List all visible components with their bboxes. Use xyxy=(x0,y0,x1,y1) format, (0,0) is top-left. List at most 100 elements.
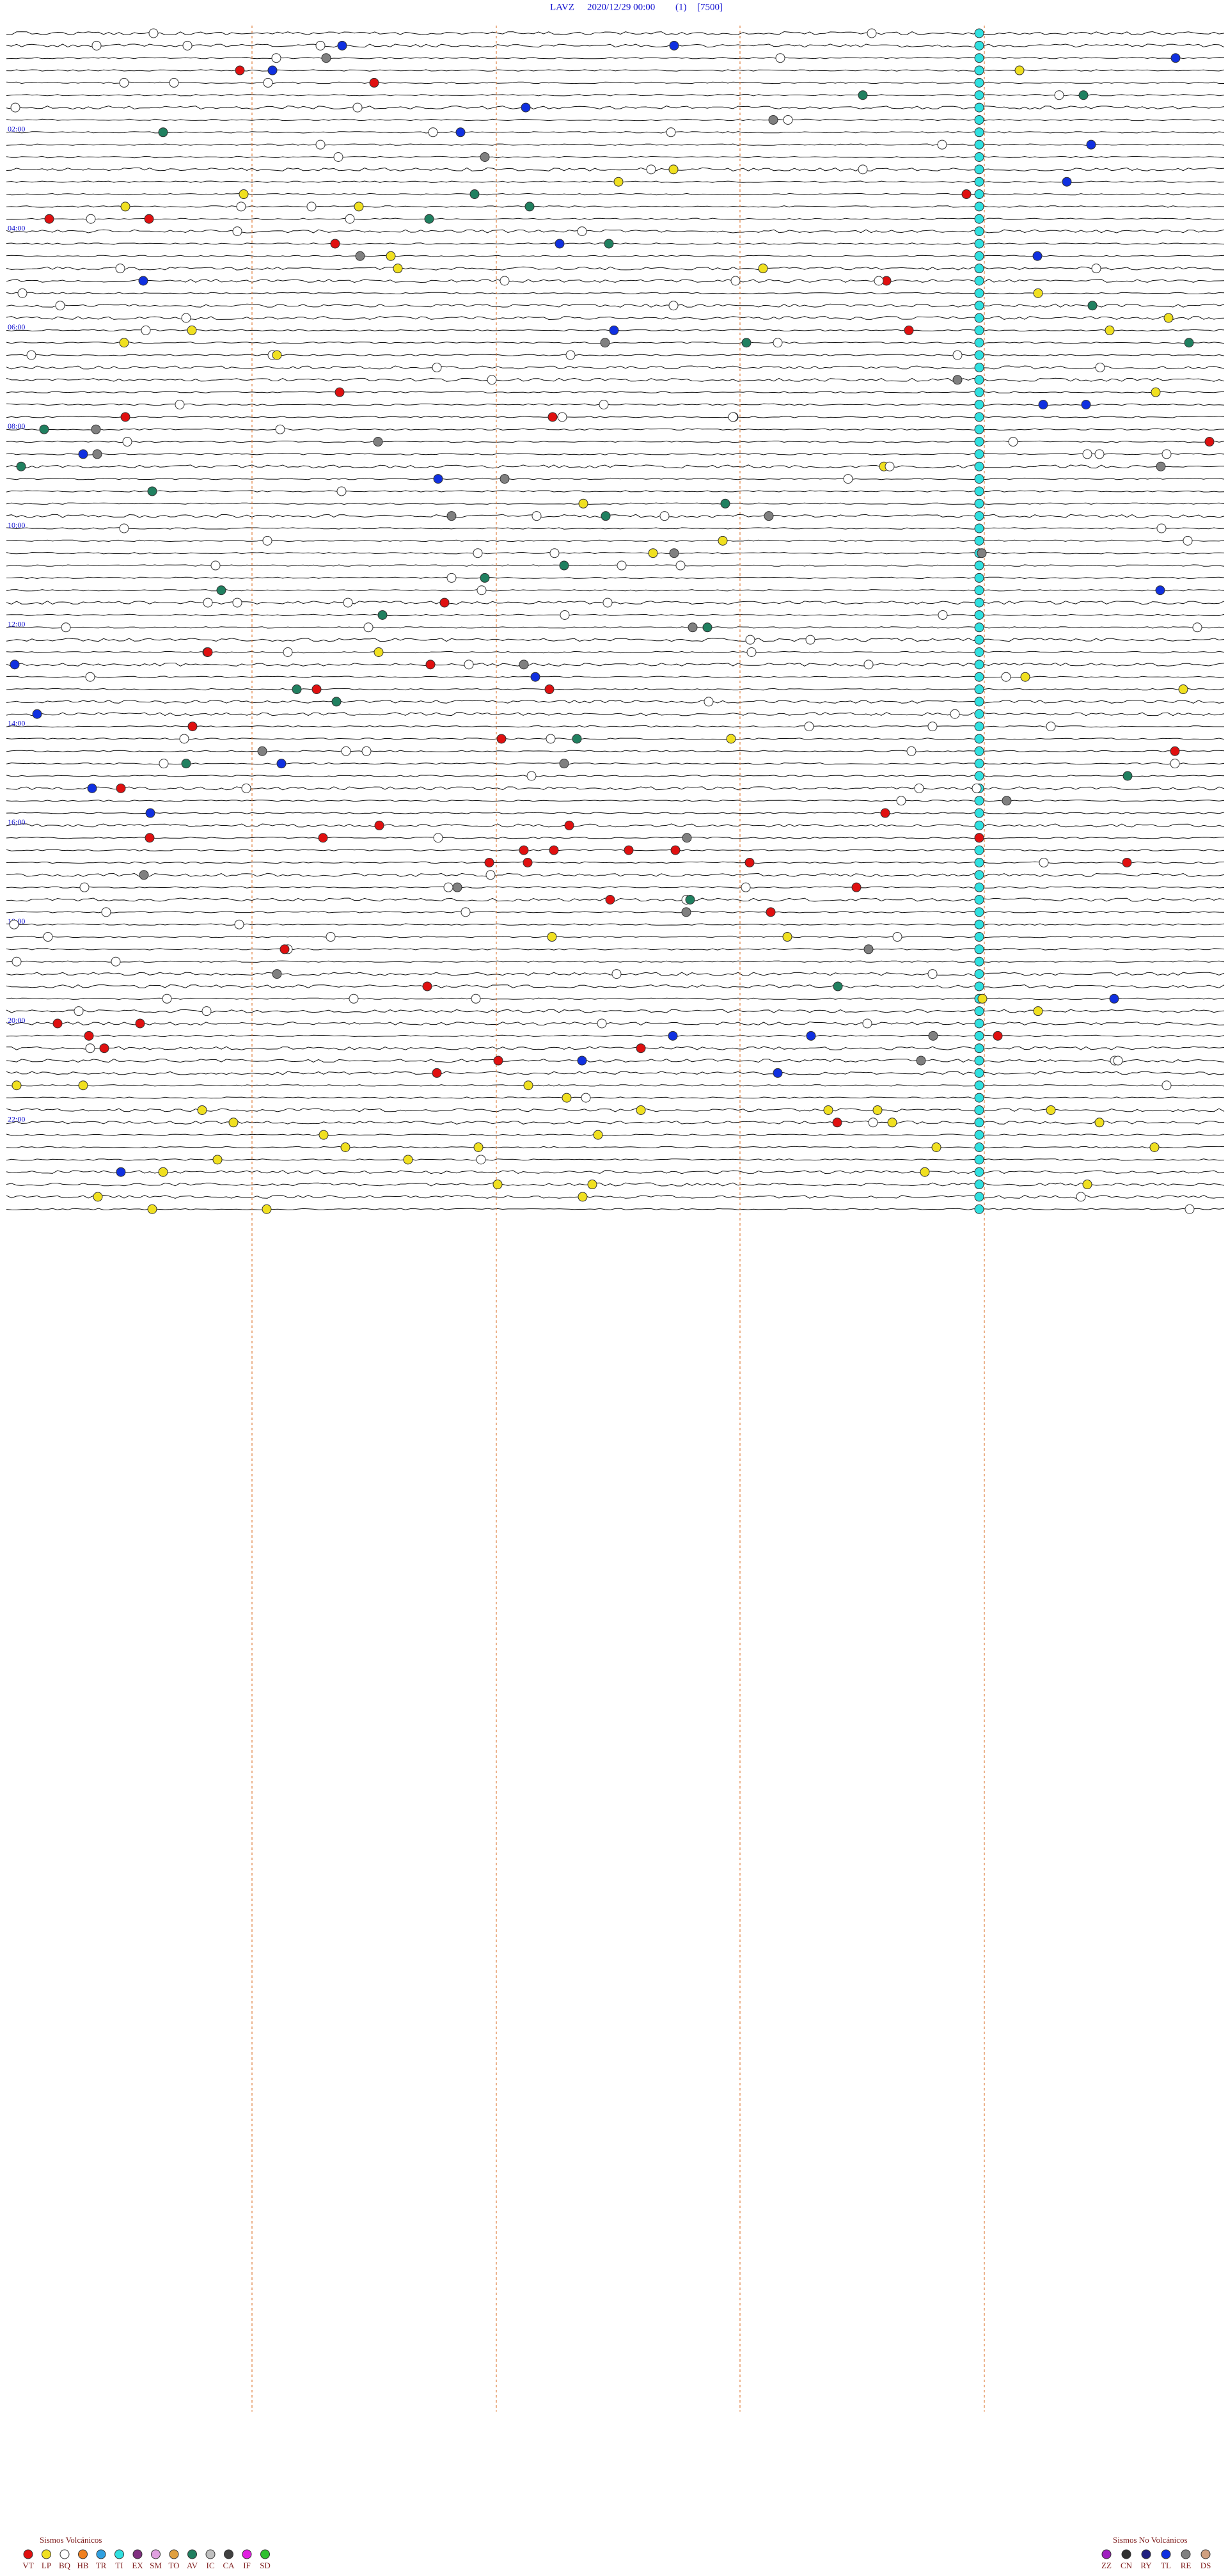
event-marker xyxy=(974,1142,984,1152)
trace xyxy=(6,601,1225,605)
trace xyxy=(6,377,1225,382)
event-marker xyxy=(974,412,984,422)
event-marker xyxy=(1020,672,1030,682)
legend-label: CN xyxy=(1121,2561,1133,2570)
event-marker xyxy=(26,350,36,360)
event-marker xyxy=(521,102,531,113)
event-marker xyxy=(473,1142,484,1152)
event-marker xyxy=(363,622,374,633)
trace xyxy=(6,725,1224,728)
event-marker xyxy=(952,375,963,385)
event-marker xyxy=(611,969,622,979)
event-marker xyxy=(181,759,191,769)
event-marker xyxy=(158,1167,168,1177)
event-marker xyxy=(928,1031,938,1041)
scale: [7500] xyxy=(697,2,723,12)
event-marker xyxy=(349,993,359,1004)
event-marker xyxy=(39,424,49,434)
legend-label: IF xyxy=(243,2561,251,2570)
event-marker xyxy=(577,1055,587,1066)
hour-label: 14:00 xyxy=(8,718,25,727)
trace xyxy=(6,1084,1225,1087)
event-marker xyxy=(843,474,853,484)
trace xyxy=(6,1120,1225,1125)
trace xyxy=(6,391,1225,393)
trace xyxy=(6,948,1225,951)
event-marker xyxy=(292,684,302,695)
event-marker xyxy=(1204,437,1215,447)
trace xyxy=(6,786,1225,791)
legend-swatch xyxy=(1121,2549,1131,2559)
event-marker xyxy=(544,684,555,695)
event-marker xyxy=(862,1018,872,1029)
event-marker xyxy=(333,152,343,162)
event-marker xyxy=(271,53,281,63)
event-marker xyxy=(974,573,984,583)
trace xyxy=(6,799,1225,802)
event-marker xyxy=(263,77,273,88)
event-marker xyxy=(147,486,157,496)
legend-label: RY xyxy=(1140,2561,1152,2570)
event-marker xyxy=(593,1130,603,1140)
event-marker xyxy=(311,684,322,695)
header: LAVZ 2020/12/29 00:00 (1) [7500] xyxy=(550,2,723,12)
event-marker xyxy=(974,684,984,695)
trace xyxy=(6,514,1225,518)
event-marker xyxy=(1001,672,1011,682)
trace xyxy=(6,255,1225,258)
trace xyxy=(6,167,1225,171)
event-marker xyxy=(326,932,336,942)
event-marker xyxy=(557,412,567,422)
event-marker xyxy=(974,201,984,212)
event-marker xyxy=(116,1167,126,1177)
event-marker xyxy=(669,548,679,558)
event-marker xyxy=(564,820,574,830)
event-marker xyxy=(648,548,658,558)
event-marker xyxy=(887,1118,897,1128)
event-marker xyxy=(1082,1180,1092,1190)
event-marker xyxy=(974,28,984,38)
event-marker xyxy=(974,511,984,521)
event-marker xyxy=(577,226,587,237)
event-marker xyxy=(613,177,624,187)
event-marker xyxy=(464,660,474,670)
trace xyxy=(6,69,1225,72)
event-marker xyxy=(276,759,287,769)
event-marker xyxy=(1086,139,1096,150)
event-marker xyxy=(1082,449,1092,459)
event-marker xyxy=(212,1155,223,1165)
event-marker xyxy=(201,1006,212,1016)
event-marker xyxy=(179,734,189,744)
trace xyxy=(6,775,1225,777)
event-marker xyxy=(1155,585,1165,596)
trace xyxy=(6,229,1225,233)
event-marker xyxy=(93,1192,103,1202)
event-marker xyxy=(425,660,436,670)
event-marker xyxy=(306,201,317,212)
event-marker xyxy=(52,1018,63,1029)
event-marker xyxy=(279,944,290,954)
event-marker xyxy=(636,1105,646,1115)
event-marker xyxy=(500,276,510,286)
event-marker xyxy=(403,1155,413,1165)
event-marker xyxy=(773,1068,783,1078)
event-marker xyxy=(241,783,251,793)
event-marker xyxy=(974,1167,984,1177)
event-marker xyxy=(668,1031,678,1041)
event-marker xyxy=(783,115,793,125)
event-marker xyxy=(927,969,938,979)
trace xyxy=(6,502,1225,505)
event-marker xyxy=(216,585,226,596)
legend-swatch xyxy=(260,2549,270,2559)
trace xyxy=(6,143,1225,146)
event-marker xyxy=(744,857,755,867)
event-marker xyxy=(203,597,213,608)
event-marker xyxy=(974,115,984,125)
event-marker xyxy=(858,164,868,175)
trace xyxy=(6,923,1225,926)
trace xyxy=(6,935,1225,938)
trace xyxy=(6,564,1225,567)
event-marker xyxy=(906,746,917,756)
event-marker xyxy=(16,461,26,471)
event-marker xyxy=(768,115,778,125)
